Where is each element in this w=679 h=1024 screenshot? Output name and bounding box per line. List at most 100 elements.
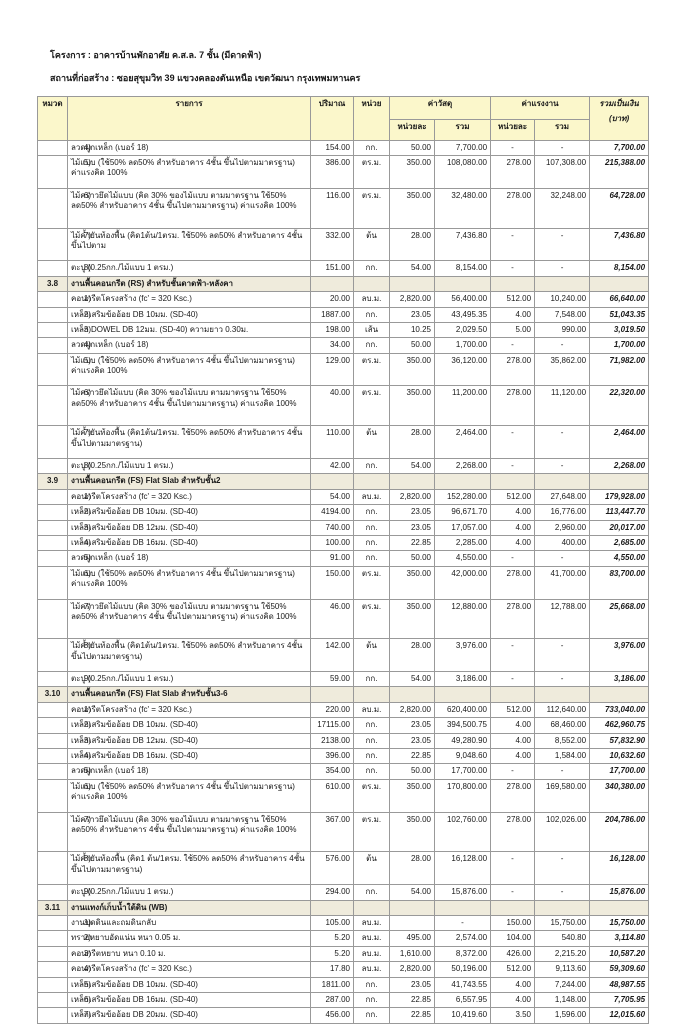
- cell-description: 3) เหล็กเสริมข้ออ้อย DB 12มม. (SD-40): [67, 519, 311, 536]
- cell-material-unit-price: 350.00: [389, 598, 435, 640]
- section-row: 3.10 งานพื้นคอนกรีต (FS) Flat Slab สำหรับ…: [37, 686, 650, 703]
- item-description: ไม้คร่าวยึดไม้แบบ (คิด 30% ของไม้แบบ ตาม…: [71, 388, 297, 408]
- cell-material-total: 56,400.00: [433, 291, 492, 308]
- cell-labor-unit-price: 278.00: [490, 778, 536, 813]
- cell-quantity: 4194.00: [310, 504, 354, 521]
- cell-unit: ตร.ม.: [353, 565, 390, 600]
- cell-quantity: 1811.00: [310, 976, 354, 993]
- item-row: 1) งานขุดดินและถมดินกลับ 105.00 ลบ.ม. -150.0…: [37, 914, 650, 932]
- item-number: 4): [83, 142, 91, 152]
- header-labor-unit-price: หน่วยละ: [490, 118, 536, 141]
- cell-quantity: 367.00: [310, 811, 354, 853]
- header-labor-total: รวม: [534, 118, 591, 141]
- cell-section: [37, 701, 68, 719]
- cell-labor-unit-price: 5.00: [490, 321, 536, 339]
- cell-grand-total: 4,550.00: [589, 550, 650, 567]
- cell-labor-unit-price: -: [490, 671, 536, 688]
- cell-material-unit-price: 54.00: [389, 260, 435, 277]
- section-empty-cell: [433, 899, 492, 916]
- cell-material-total: 108,080.00: [433, 154, 492, 189]
- cell-section: [37, 337, 68, 354]
- cell-material-total: 43,495.35: [433, 306, 492, 323]
- cell-grand-total: 215,388.00: [589, 154, 650, 189]
- cell-section: [37, 763, 68, 780]
- cell-unit: กก.: [353, 504, 390, 521]
- cell-quantity: 34.00: [310, 337, 354, 354]
- cell-grand-total: 204,786.00: [589, 811, 650, 853]
- cell-description: 1) คอนกรีตโครงสร้าง (fc' = 320 Ksc.): [67, 291, 311, 308]
- cell-description: 1) คอนกรีตโครงสร้าง (fc' = 320 Ksc.): [67, 488, 311, 506]
- cell-unit: กก.: [353, 337, 390, 354]
- cell-quantity: 20.00: [310, 291, 354, 308]
- cell-grand-total: 7,700.00: [589, 139, 650, 156]
- cell-grand-total: 59,309.60: [589, 961, 650, 978]
- cell-material-unit-price: 54.00: [389, 884, 435, 901]
- section-empty-cell: [310, 473, 354, 490]
- cell-labor-unit-price: 104.00: [490, 930, 536, 947]
- cell-labor-total: -: [534, 851, 591, 886]
- cell-quantity: 100.00: [310, 534, 354, 552]
- item-description: คอนกรีตโครงสร้าง (fc' = 320 Ksc.): [71, 294, 192, 304]
- header-labor-cost: ค่าแรงงาน: [490, 95, 591, 120]
- section-empty-cell: [353, 275, 390, 293]
- cell-unit: กก.: [353, 991, 390, 1009]
- item-description: คอนกรีตหยาบ หนา 0.10 ม.: [71, 948, 166, 958]
- item-number: 3): [83, 735, 91, 745]
- cell-material-total: 2,285.00: [433, 534, 492, 552]
- item-row: 1) คอนกรีตโครงสร้าง (fc' = 320 Ksc.) 220.0…: [37, 701, 650, 719]
- cell-section: [37, 385, 68, 427]
- cell-grand-total: 7,436.80: [589, 227, 650, 262]
- section-number: 3.9: [37, 473, 68, 490]
- cell-grand-total: 25,668.00: [589, 598, 650, 640]
- cell-description: 3) เหล็กเสริมข้ออ้อย DB 12มม. (SD-40): [67, 732, 311, 750]
- cell-material-unit-price: 23.05: [389, 519, 435, 536]
- cell-unit: ลบ.ม.: [353, 945, 390, 963]
- item-number: 7): [83, 1010, 91, 1020]
- item-row: 4) ลวดผูกเหล็ก (เบอร์ 18) 154.00 กก. 50.00 7,…: [37, 139, 650, 156]
- item-row: 6) ไม้แบบ (ใช้50% ลด50% สำหรับอาคาร 4ชั้น…: [37, 778, 650, 813]
- cell-grand-total: 3,976.00: [589, 638, 650, 673]
- item-number: 2): [83, 720, 91, 730]
- cell-material-total: 620,400.00: [433, 701, 492, 719]
- cell-quantity: 150.00: [310, 565, 354, 600]
- cell-description: 7) ไม้ค้ำยันท้องพื้น (คิด1ต้น/1ตรม. ใช้50…: [67, 425, 311, 460]
- cell-quantity: 129.00: [310, 352, 354, 387]
- cell-quantity: 220.00: [310, 701, 354, 719]
- section-empty-cell: [589, 686, 650, 703]
- item-description: ไม้คร่าวยึดไม้แบบ (คิด 30% ของไม้แบบ ตาม…: [71, 814, 297, 834]
- cell-material-total: 4,550.00: [433, 550, 492, 567]
- section-empty-cell: [490, 686, 536, 703]
- section-empty-cell: [534, 473, 591, 490]
- cell-description: 1) งานขุดดินและถมดินกลับ: [67, 914, 311, 932]
- cell-labor-total: -: [534, 884, 591, 901]
- cell-material-total: 49,280.90: [433, 732, 492, 750]
- cell-unit: กก.: [353, 763, 390, 780]
- cell-labor-unit-price: -: [490, 260, 536, 277]
- section-number: 3.11: [37, 899, 68, 916]
- cell-unit: กก.: [353, 534, 390, 552]
- cell-grand-total: 7,705.95: [589, 991, 650, 1009]
- cell-labor-total: 15,750.00: [534, 914, 591, 932]
- item-number: 6): [83, 994, 91, 1004]
- cell-labor-unit-price: -: [490, 884, 536, 901]
- cell-section: [37, 930, 68, 947]
- cell-unit: กก.: [353, 519, 390, 536]
- item-description: เหล็กเสริมข้ออ้อย DB 12มม. (SD-40): [71, 522, 198, 532]
- cell-labor-total: 2,215.20: [534, 945, 591, 963]
- cell-labor-total: 32,248.00: [534, 187, 591, 229]
- cell-quantity: 116.00: [310, 187, 354, 229]
- cell-labor-total: 27,648.00: [534, 488, 591, 506]
- section-empty-cell: [490, 275, 536, 293]
- cell-description: 7) ไม้คร่าวยึดไม้แบบ (คิด 30% ของไม้แบบ ต…: [67, 598, 311, 640]
- item-row: 8) ตะปู (0.25กก./ไม้แบบ 1 ตรม.) 42.00 กก. 54…: [37, 458, 650, 475]
- item-description: คอนกรีตโครงสร้าง (fc' = 320 Ksc.): [71, 704, 192, 714]
- section-empty-cell: [389, 473, 435, 490]
- cell-section: [37, 352, 68, 387]
- cell-quantity: 287.00: [310, 991, 354, 1009]
- item-description: เหล็กเสริมข้ออ้อย DB 10มม. (SD-40): [71, 720, 198, 730]
- cell-material-total: 16,128.00: [433, 851, 492, 886]
- cell-material-unit-price: 28.00: [389, 638, 435, 673]
- cell-labor-unit-price: 278.00: [490, 187, 536, 229]
- item-description: เหล็กเสริมข้ออ้อย DB 10มม. (SD-40): [71, 309, 198, 319]
- cell-grand-total: 2,268.00: [589, 458, 650, 475]
